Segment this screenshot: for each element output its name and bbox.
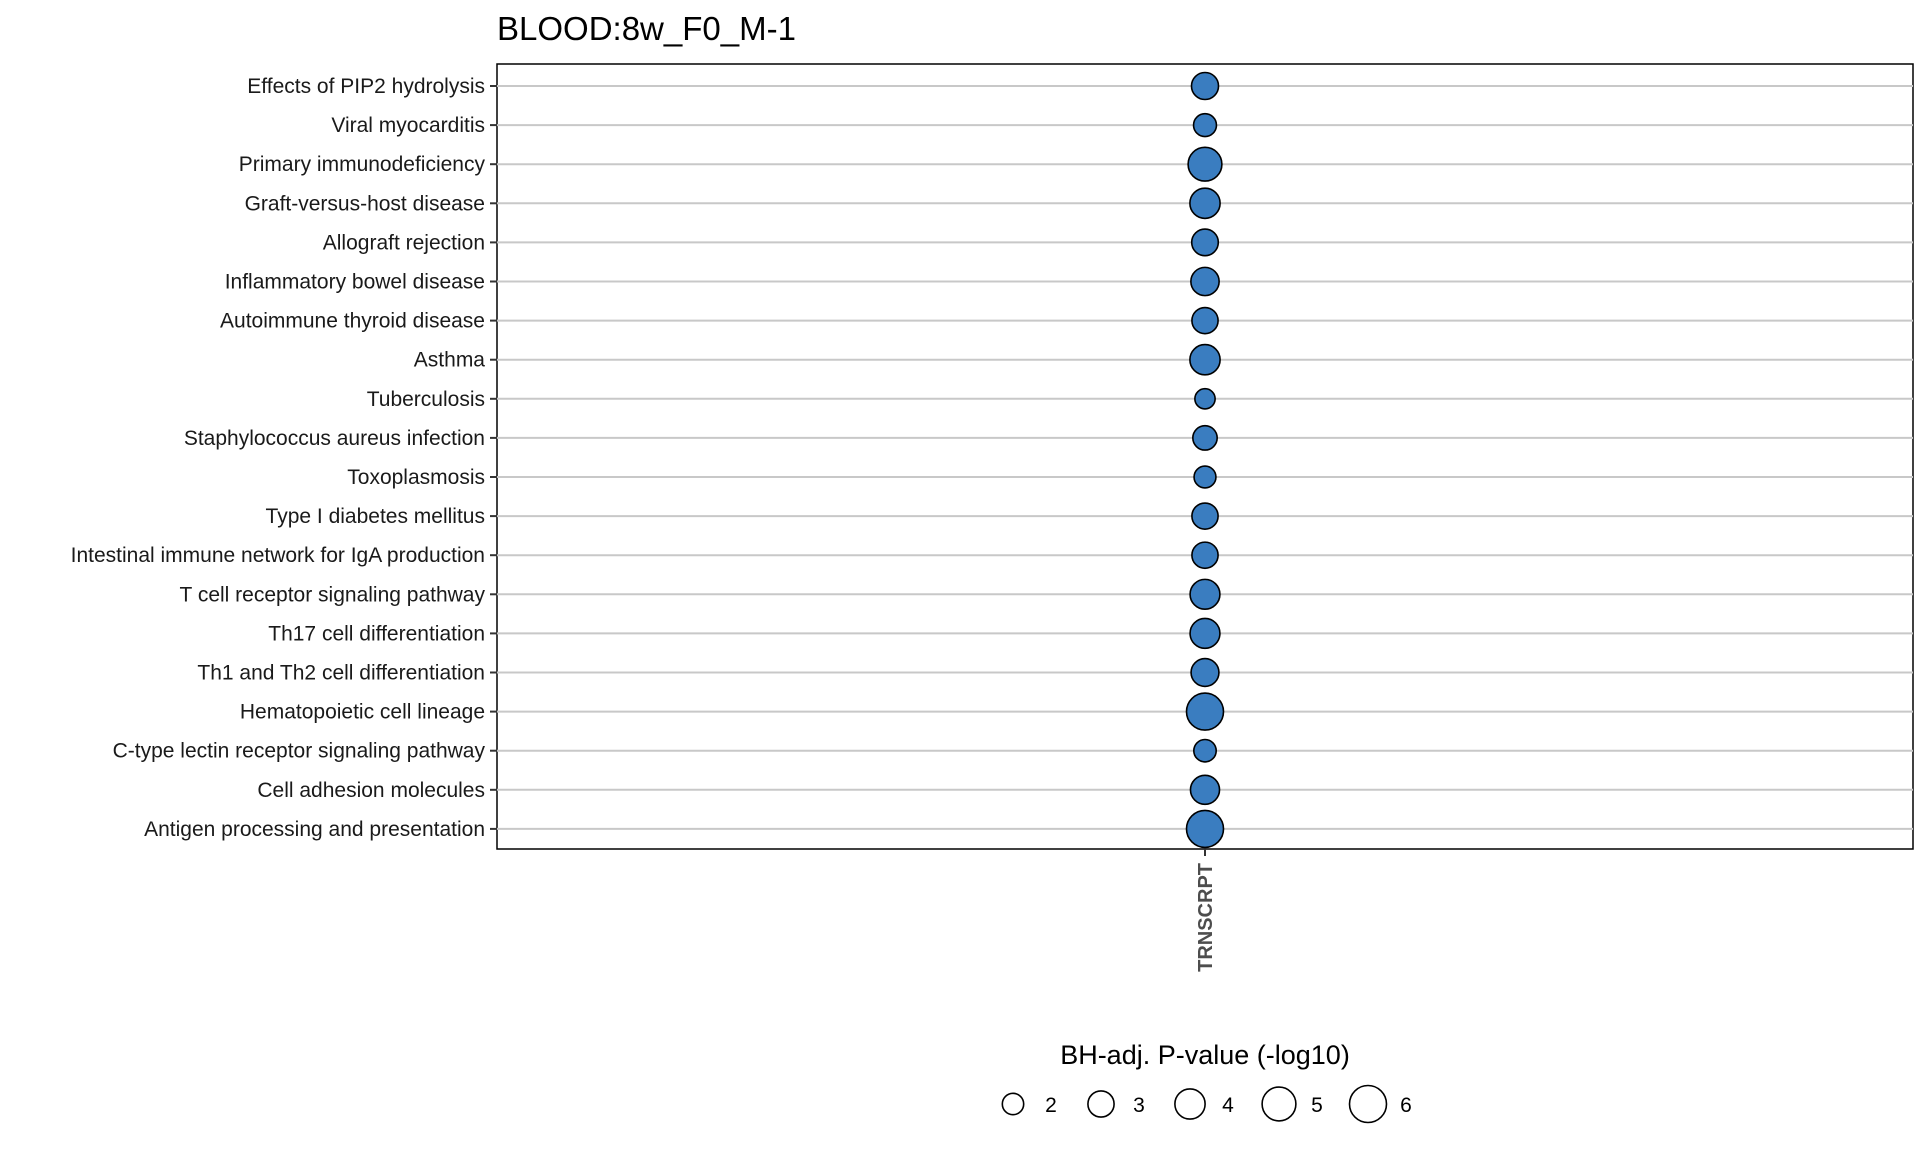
point-hematopoietic-cell-lineage — [1185, 692, 1225, 731]
y-tick-label-th1-and-th2-cell-differentiation: Th1 and Th2 cell differentiation — [197, 662, 485, 685]
point-effects-of-pip2-hydrolysis — [1190, 71, 1220, 101]
point-inflammatory-bowel-disease — [1190, 266, 1220, 297]
point-t-cell-receptor-signaling-pathway — [1189, 578, 1221, 611]
y-tick-label-primary-immunodeficiency: Primary immunodeficiency — [239, 153, 486, 176]
point-viral-myocarditis — [1192, 112, 1218, 138]
chart-title: BLOOD:8w_F0_M-1 — [497, 10, 796, 47]
point-allograft-rejection — [1190, 228, 1220, 257]
y-tick-label-intestinal-immune-network-for-iga-production: Intestinal immune network for IgA produc… — [71, 544, 485, 567]
y-tick-label-th17-cell-differentiation: Th17 cell differentiation — [268, 622, 485, 645]
point-staphylococcus-aureus-infection — [1192, 424, 1218, 451]
x-tick-label-trnscrpt: TRNSCRPT — [1195, 863, 1217, 972]
y-tick-label-allograft-rejection: Allograft rejection — [323, 231, 485, 254]
y-tick-label-antigen-processing-and-presentation: Antigen processing and presentation — [144, 818, 485, 841]
point-intestinal-immune-network-for-iga-production — [1191, 541, 1219, 570]
legend-label-6: 6 — [1400, 1094, 1412, 1117]
point-autoimmune-thyroid-disease — [1191, 306, 1219, 335]
point-tuberculosis — [1194, 387, 1216, 410]
legend-key-6 — [1348, 1084, 1388, 1124]
y-tick-label-tuberculosis: Tuberculosis — [367, 388, 485, 411]
point-c-type-lectin-receptor-signaling-pathway — [1193, 738, 1218, 763]
legend-key-5 — [1261, 1086, 1297, 1122]
legend-label-5: 5 — [1311, 1094, 1323, 1117]
y-tick-label-toxoplasmosis: Toxoplasmosis — [347, 466, 485, 489]
point-antigen-processing-and-presentation — [1185, 809, 1225, 849]
y-tick-label-viral-myocarditis: Viral myocarditis — [331, 114, 485, 137]
x-axis: TRNSCRPT — [1195, 849, 1217, 972]
legend-label-3: 3 — [1133, 1094, 1145, 1117]
y-tick-label-staphylococcus-aureus-infection: Staphylococcus aureus infection — [184, 427, 485, 450]
y-tick-label-cell-adhesion-molecules: Cell adhesion molecules — [257, 779, 485, 802]
point-type-i-diabetes-mellitus — [1191, 502, 1219, 530]
point-graft-versus-host-disease — [1189, 187, 1221, 220]
y-tick-label-hematopoietic-cell-lineage: Hematopoietic cell lineage — [240, 701, 485, 724]
y-tick-label-graft-versus-host-disease: Graft-versus-host disease — [245, 192, 485, 215]
y-tick-label-effects-of-pip2-hydrolysis: Effects of PIP2 hydrolysis — [247, 75, 485, 98]
legend-key-3 — [1087, 1090, 1115, 1118]
y-axis: Effects of PIP2 hydrolysis Viral myocardi… — [71, 75, 497, 841]
legend-label-4: 4 — [1222, 1094, 1234, 1117]
y-tick-label-type-i-diabetes-mellitus: Type I diabetes mellitus — [266, 505, 485, 528]
point-th17-cell-differentiation — [1189, 617, 1221, 650]
point-th1-and-th2-cell-differentiation — [1190, 657, 1220, 688]
legend-title: BH-adj. P-value (-log10) — [1060, 1040, 1350, 1070]
point-toxoplasmosis — [1193, 465, 1217, 489]
y-tick-label-autoimmune-thyroid-disease: Autoimmune thyroid disease — [220, 310, 485, 333]
point-asthma — [1189, 343, 1221, 376]
legend-key-2 — [1001, 1092, 1025, 1116]
y-tick-label-t-cell-receptor-signaling-pathway: T cell receptor signaling pathway — [180, 583, 486, 606]
point-primary-immunodeficiency — [1187, 146, 1223, 182]
point-cell-adhesion-molecules — [1189, 774, 1221, 806]
legend-label-2: 2 — [1045, 1094, 1057, 1117]
y-tick-label-c-type-lectin-receptor-signaling-pathway: C-type lectin receptor signaling pathway — [113, 740, 486, 763]
size-legend: BH-adj. P-value (-log10) 2 3 4 5 6 — [1001, 1040, 1412, 1124]
y-tick-label-inflammatory-bowel-disease: Inflammatory bowel disease — [225, 271, 485, 294]
legend-key-4 — [1174, 1088, 1206, 1120]
y-tick-label-asthma: Asthma — [414, 349, 486, 372]
points — [1185, 71, 1225, 849]
